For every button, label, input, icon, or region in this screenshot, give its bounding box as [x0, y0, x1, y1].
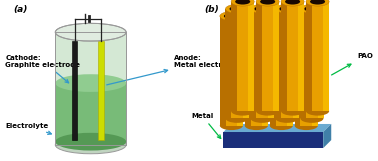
Text: Cathode:
Graphite electrode: Cathode: Graphite electrode: [5, 55, 81, 83]
FancyBboxPatch shape: [295, 16, 301, 126]
Polygon shape: [223, 124, 331, 132]
FancyBboxPatch shape: [223, 132, 323, 148]
Text: Anode:
Metal electrode: Anode: Metal electrode: [107, 55, 237, 85]
Ellipse shape: [220, 12, 243, 21]
Ellipse shape: [310, 0, 325, 5]
FancyBboxPatch shape: [281, 2, 287, 111]
FancyBboxPatch shape: [318, 9, 324, 118]
FancyBboxPatch shape: [220, 16, 226, 126]
FancyBboxPatch shape: [256, 2, 262, 111]
Text: Electrolyte: Electrolyte: [5, 123, 51, 134]
FancyBboxPatch shape: [226, 16, 237, 126]
FancyBboxPatch shape: [262, 2, 273, 111]
Ellipse shape: [55, 133, 126, 151]
Ellipse shape: [55, 136, 126, 154]
FancyBboxPatch shape: [237, 16, 243, 126]
Ellipse shape: [275, 4, 299, 13]
FancyBboxPatch shape: [245, 16, 251, 126]
Text: PAO: PAO: [332, 53, 373, 75]
FancyBboxPatch shape: [270, 16, 276, 126]
FancyBboxPatch shape: [275, 9, 281, 118]
FancyBboxPatch shape: [225, 9, 231, 118]
Ellipse shape: [285, 0, 300, 5]
Ellipse shape: [225, 4, 249, 13]
FancyBboxPatch shape: [306, 9, 318, 118]
Ellipse shape: [306, 0, 329, 6]
FancyBboxPatch shape: [55, 32, 126, 145]
FancyBboxPatch shape: [256, 9, 268, 118]
Text: (b): (b): [204, 5, 219, 14]
Ellipse shape: [256, 0, 279, 6]
FancyBboxPatch shape: [243, 9, 249, 118]
FancyBboxPatch shape: [231, 9, 243, 118]
FancyBboxPatch shape: [237, 2, 248, 111]
Ellipse shape: [306, 107, 329, 116]
Ellipse shape: [260, 0, 275, 5]
FancyBboxPatch shape: [72, 41, 77, 140]
Ellipse shape: [270, 12, 293, 21]
FancyBboxPatch shape: [293, 9, 299, 118]
Ellipse shape: [274, 13, 289, 19]
Ellipse shape: [275, 114, 299, 123]
FancyBboxPatch shape: [98, 41, 104, 140]
Ellipse shape: [295, 121, 318, 130]
FancyBboxPatch shape: [301, 9, 306, 118]
Ellipse shape: [231, 0, 254, 6]
Ellipse shape: [304, 6, 319, 12]
Ellipse shape: [245, 12, 268, 21]
FancyBboxPatch shape: [312, 2, 323, 111]
Ellipse shape: [220, 121, 243, 130]
Ellipse shape: [235, 0, 250, 5]
Text: Metal: Metal: [191, 113, 221, 138]
FancyBboxPatch shape: [281, 9, 293, 118]
Ellipse shape: [249, 13, 264, 19]
FancyBboxPatch shape: [55, 83, 126, 142]
FancyBboxPatch shape: [312, 16, 318, 126]
Ellipse shape: [281, 0, 304, 6]
FancyBboxPatch shape: [248, 2, 254, 111]
FancyBboxPatch shape: [262, 16, 268, 126]
FancyBboxPatch shape: [231, 2, 237, 111]
Text: (a): (a): [14, 5, 28, 14]
Ellipse shape: [250, 114, 274, 123]
Ellipse shape: [299, 13, 314, 19]
Ellipse shape: [254, 6, 270, 12]
FancyBboxPatch shape: [273, 2, 279, 111]
Ellipse shape: [231, 107, 254, 116]
FancyBboxPatch shape: [323, 2, 329, 111]
FancyBboxPatch shape: [276, 16, 287, 126]
FancyBboxPatch shape: [268, 9, 274, 118]
Ellipse shape: [256, 107, 279, 116]
Ellipse shape: [279, 6, 294, 12]
FancyBboxPatch shape: [306, 2, 312, 111]
Ellipse shape: [229, 6, 245, 12]
FancyBboxPatch shape: [298, 2, 304, 111]
FancyBboxPatch shape: [287, 16, 293, 126]
FancyBboxPatch shape: [251, 16, 262, 126]
Ellipse shape: [55, 74, 126, 92]
Ellipse shape: [295, 12, 318, 21]
Ellipse shape: [55, 23, 126, 41]
Ellipse shape: [281, 107, 304, 116]
FancyBboxPatch shape: [301, 16, 312, 126]
Ellipse shape: [224, 13, 239, 19]
Ellipse shape: [250, 4, 274, 13]
Ellipse shape: [301, 4, 324, 13]
FancyBboxPatch shape: [250, 9, 256, 118]
FancyBboxPatch shape: [287, 2, 298, 111]
Ellipse shape: [225, 114, 249, 123]
Ellipse shape: [245, 121, 268, 130]
Ellipse shape: [270, 121, 293, 130]
Ellipse shape: [301, 114, 324, 123]
Polygon shape: [323, 124, 331, 148]
